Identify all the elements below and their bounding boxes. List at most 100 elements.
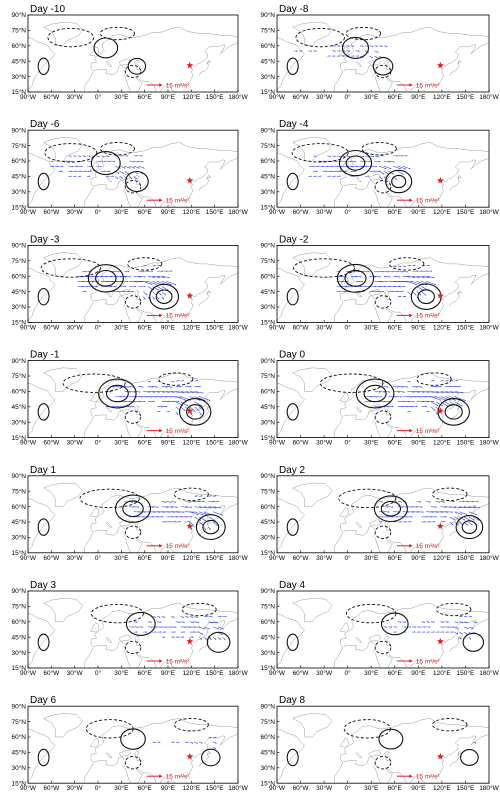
coastline [118,289,132,296]
flux-vector [213,511,223,516]
flux-vector [152,281,162,285]
flux-vector-head [433,276,435,279]
flux-vector-head [178,400,180,403]
flux-vector-head [153,400,155,403]
flux-vector-head [169,501,172,503]
coastline [90,507,100,518]
coastline [43,21,83,47]
flux-vector-head [433,631,435,633]
flux-vector [161,275,170,278]
negative-anomaly-contour [181,602,217,617]
flux-vector-head [339,50,341,52]
coastline [277,267,305,321]
map-panel: 15 m²/s² Day 6 15°N 30°N 45°N 60°N 75°N 90°N 90°… [11,695,248,792]
flux-vector-head [71,160,73,162]
lon-tick-label: 30°W [67,554,84,562]
flux-vector-head [329,155,331,157]
flux-vector-head [202,392,204,394]
flux-vector-head [208,628,210,630]
flux-vector-head [471,627,474,629]
negative-anomaly-contour [345,26,382,41]
coastline [28,267,56,321]
coastline [334,718,489,784]
lon-tick-label: 60°E [388,554,403,562]
flux-vector-head [392,405,394,408]
flux-vector-head [401,271,404,273]
flux-vector [185,511,195,513]
positive-anomaly-contour [391,174,407,189]
flux-vector-head [434,409,436,411]
coastline [292,597,333,623]
flux-vector [213,506,222,509]
flux-vector-head [196,495,198,497]
flux-vector-head [182,636,184,638]
flux-vector [379,165,387,170]
lat-tick-label: 75°N [11,27,26,35]
flux-vector-head [75,170,78,172]
negative-anomaly-contour [319,373,384,393]
lon-tick-label: 180°W [228,323,248,331]
positive-anomaly-contour [461,520,478,534]
flux-vector-head [419,631,421,633]
flux-vector-head [405,626,407,628]
flux-vector [407,281,417,285]
coastline [43,713,83,738]
positive-anomaly-contour [149,283,180,310]
lat-tick-label: 60°N [11,503,26,511]
flux-vector-head [339,175,341,177]
coastline [94,180,127,192]
flux-vector-head [433,621,435,623]
flux-vector-head [404,631,406,633]
lon-tick-label: 60°W [43,208,60,216]
lat-tick-label: 90°N [260,587,275,595]
flux-vector-head [193,621,195,623]
flux-vector-head [339,155,341,157]
flux-vector-head [141,626,143,628]
lon-tick-label: 120°E [433,93,451,101]
positive-anomaly-contour [345,155,366,171]
lon-tick-label: 120°E [433,554,451,562]
flux-vector-head [373,290,375,292]
coastline [118,519,132,527]
flux-vector-head [123,290,125,292]
flux-vector-head [164,293,167,296]
flux-vector-head [86,276,88,278]
flux-vector-head [79,155,82,157]
flux-vector-head [474,506,476,509]
flux-vector-head [211,616,213,618]
flux-vector-head [334,50,336,52]
coastline [218,622,238,623]
flux-vector-head [151,626,153,628]
flux-vector-head [113,160,116,163]
flux-vector-head [360,276,362,278]
flux-vector [440,396,451,401]
coastline [343,525,377,538]
flux-vector-head [126,281,129,283]
flux-vector-head [399,621,402,623]
flux-vector-head [452,523,454,525]
flux-vector-head [192,636,194,638]
coastline [134,59,141,70]
lon-tick-label: 120°E [182,208,200,216]
flux-vector-head [205,507,207,509]
lon-tick-label: 90°W [20,93,37,101]
flux-vector [379,281,388,283]
lat-tick-label: 90°N [11,242,26,250]
flux-vector-head [203,627,205,630]
flux-vector [189,391,199,394]
lon-tick-label: 90°E [161,784,176,792]
coastline [84,257,238,323]
flux-vector-head [196,742,198,744]
coastline [355,176,363,182]
flux-vector [180,391,189,394]
positive-anomaly-contour [444,404,463,420]
lat-tick-label: 15°N [11,664,26,672]
lat-tick-label: 30°N [260,418,275,426]
map-panel: 15 m²/s² Day 1 15°N 30°N 45°N 60°N 75°N 90°N 90°… [11,465,248,562]
coastline [449,520,463,537]
lon-tick-label: 120°E [433,323,451,331]
positive-anomaly-contour [105,384,129,403]
flux-vector-head [81,285,83,288]
flux-vector-head [165,501,167,503]
flux-vector-head [142,386,144,388]
